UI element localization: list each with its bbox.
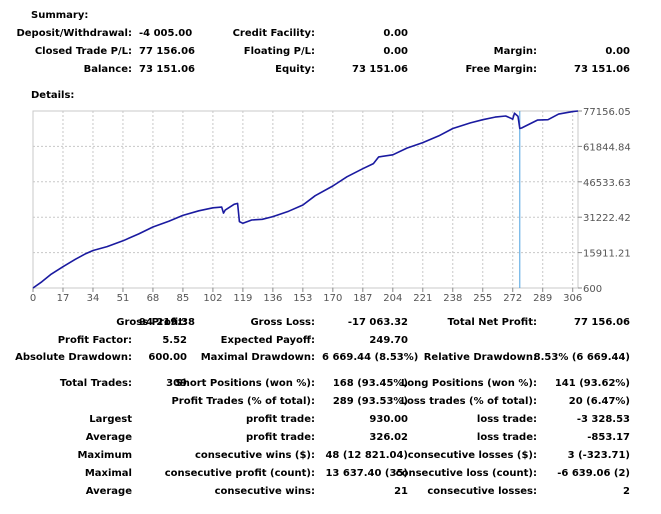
largest-profit-value: 930.00 [369,414,408,425]
largest-label: Largest [89,414,132,425]
closed-pl-label: Closed Trade P/L: [34,46,132,57]
total-trades-label: Total Trades: [59,378,132,389]
avg-cons-losses-label: consecutive losses: [427,486,537,497]
loss-trades-value: 20 (6.47%) [568,396,630,407]
gross-profit-value: 94 219.38 [139,317,195,328]
x-tick-label: 289 [533,293,552,304]
x-tick-label: 204 [383,293,402,304]
expected-payoff-label: Expected Payoff: [220,335,315,346]
x-tick-label: 0 [30,293,36,304]
summary-title: Summary: [31,10,89,21]
y-tick-label: 61844.84 [583,142,631,153]
maximal-cons-loss-value: -6 639.06 (2) [557,468,630,479]
loss-trades-label: Loss trades (% of total): [400,396,537,407]
expected-payoff-value: 249.70 [369,335,408,346]
profit-factor-value: 5.52 [162,335,187,346]
free-margin-label: Free Margin: [465,64,537,75]
abs-drawdown-label: Absolute Drawdown: [15,352,132,363]
credit-value: 0.00 [383,28,408,39]
x-tick-label: 68 [147,293,160,304]
avg-cons-wins-label: consecutive wins: [214,486,315,497]
avg-cons-wins-value: 21 [394,486,408,497]
largest-profit-label: profit trade: [245,414,315,425]
gross-profit-label: Gross Profit: [116,317,187,328]
x-tick-label: 51 [117,293,130,304]
floating-pl-label: Floating P/L: [243,46,315,57]
equity-value: 73 151.06 [352,64,408,75]
credit-label: Credit Facility: [232,28,315,39]
floating-pl-value: 0.00 [383,46,408,57]
balance-series-line [32,110,579,289]
x-tick-label: 187 [353,293,372,304]
x-tick-label: 102 [203,293,222,304]
avg-cons-losses-value: 2 [623,486,630,497]
balance-value: 73 151.06 [139,64,195,75]
x-tick-label: 34 [87,293,100,304]
x-tick-label: 221 [413,293,432,304]
y-tick-label: 46533.63 [583,178,631,189]
rel-drawdown-label: Relative Drawdown: [423,352,537,363]
deposit-label: Deposit/Withdrawal: [16,28,132,39]
largest-loss-value: -3 328.53 [576,414,630,425]
x-tick-label: 136 [263,293,282,304]
max-cons-wins-value: 48 (12 821.04) [325,450,408,461]
gross-loss-label: Gross Loss: [250,317,315,328]
abs-drawdown-value: 600.00 [148,352,187,363]
y-tick-label: 31222.42 [583,213,631,224]
chart-frame [32,110,579,289]
max-drawdown-label: Maximal Drawdown: [200,352,315,363]
total-trades-value: 309 [166,378,187,389]
details-title: Details: [31,90,75,101]
margin-label: Margin: [493,46,537,57]
maximal-cons-loss-label: consecutive loss (count): [395,468,537,479]
x-tick-label: 170 [323,293,342,304]
profit-trades-value: 289 (93.53%) [332,396,408,407]
maximal-cons-profit-label: consecutive profit (count): [164,468,315,479]
x-tick-label: 306 [563,293,582,304]
x-tick-label: 153 [293,293,312,304]
rel-drawdown-value: 8.53% (6 669.44) [533,352,630,363]
profit-trades-label: Profit Trades (% of total): [171,396,315,407]
short-pos-label: Short Positions (won %): [175,378,315,389]
profit-factor-label: Profit Factor: [57,335,132,346]
margin-value: 0.00 [605,46,630,57]
gross-loss-value: -17 063.32 [347,317,408,328]
long-pos-value: 141 (93.62%) [554,378,630,389]
largest-loss-label: loss trade: [476,414,537,425]
equity-label: Equity: [275,64,315,75]
max-cons-losses-label: consecutive losses ($): [407,450,537,461]
average-label: Average [85,432,132,443]
average2-label: Average [85,486,132,497]
maximal-label: Maximal [84,468,132,479]
average-loss-value: -853.17 [587,432,630,443]
x-tick-label: 255 [473,293,492,304]
y-tick-label: 600 [583,284,602,295]
average-loss-label: loss trade: [476,432,537,443]
x-tick-label: 17 [57,293,70,304]
x-tick-label: 85 [177,293,190,304]
max-cons-losses-value: 3 (-323.71) [567,450,630,461]
balance-label: Balance: [83,64,132,75]
short-pos-value: 168 (93.45%) [332,378,408,389]
maximum-label: Maximum [77,450,132,461]
deposit-value: -4 005.00 [139,28,193,39]
closed-pl-value: 77 156.06 [139,46,195,57]
max-drawdown-value: 6 669.44 (8.53%) [322,352,419,363]
x-tick-label: 272 [503,293,522,304]
x-tick-label: 238 [443,293,462,304]
average-profit-value: 326.02 [369,432,408,443]
average-profit-label: profit trade: [245,432,315,443]
y-tick-label: 77156.05 [583,107,631,118]
total-net-profit-value: 77 156.06 [574,317,630,328]
long-pos-label: Long Positions (won %): [400,378,537,389]
y-tick-label: 15911.21 [583,249,631,260]
max-cons-wins-label: consecutive wins ($): [194,450,315,461]
total-net-profit-label: Total Net Profit: [447,317,537,328]
x-tick-label: 119 [233,293,252,304]
free-margin-value: 73 151.06 [574,64,630,75]
maximal-cons-profit-value: 13 637.40 (35) [325,468,408,479]
